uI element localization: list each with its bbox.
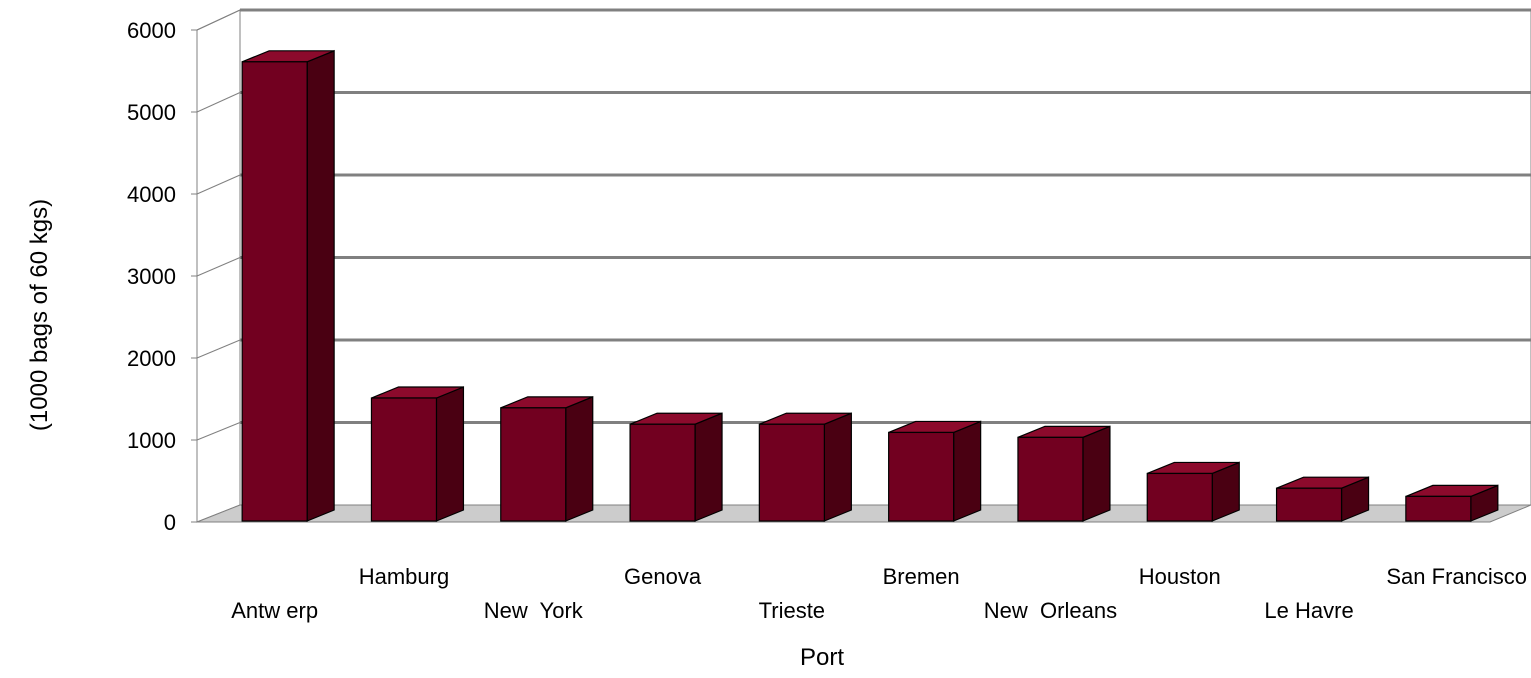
y-tick-label: 2000 [127, 346, 176, 371]
y-axis-ticks: 0 1000 2000 3000 4000 5000 6000 [127, 18, 197, 535]
x-tick-label: San Francisco [1386, 564, 1527, 589]
bars [241, 49, 1499, 522]
side-wall [196, 9, 241, 523]
x-tick-label: Bremen [883, 564, 960, 589]
y-axis-title: (1000 bags of 60 kgs) [26, 199, 53, 431]
x-axis-labels: Antw erp Hamburg New York Genova Trieste Brem… [231, 564, 1527, 623]
bar-front [629, 423, 696, 522]
x-tick-label: Hamburg [359, 564, 449, 589]
bar-side [565, 395, 594, 522]
bar-front [1275, 487, 1343, 522]
gridline-side [196, 257, 241, 277]
bar-front [758, 423, 825, 522]
y-tick-label: 3000 [127, 264, 176, 289]
bar-side [953, 420, 982, 522]
bar [500, 395, 594, 522]
bar [758, 412, 852, 522]
bar-side [306, 49, 335, 522]
gridline-side [196, 92, 241, 113]
gridline-side [196, 339, 241, 359]
bar-side [1082, 425, 1111, 522]
bar [241, 49, 335, 522]
bar-front [1017, 436, 1084, 522]
y-tick-label: 6000 [127, 18, 176, 43]
x-tick-label: New Orleans [984, 598, 1117, 623]
gridline-side [196, 174, 241, 195]
bar [1146, 461, 1240, 522]
bar-side [435, 386, 465, 522]
bar-side [823, 412, 852, 522]
gridlines [196, 8, 1531, 441]
bar-front [888, 431, 955, 522]
x-tick-label: Genova [624, 564, 702, 589]
bar-side [694, 412, 723, 522]
bar [629, 412, 723, 522]
x-tick-label: Antw erp [231, 598, 318, 623]
bar-front [370, 397, 438, 522]
x-tick-label: Houston [1139, 564, 1221, 589]
gridline-side [196, 9, 241, 31]
bar-front [1146, 472, 1213, 522]
x-tick-label: Trieste [759, 598, 825, 623]
bar [1275, 476, 1370, 522]
y-tick-label: 1000 [127, 428, 176, 453]
x-tick-label: New York [484, 598, 584, 623]
gridline-side [196, 422, 241, 441]
x-tick-label: Le Havre [1264, 598, 1353, 623]
x-axis-title: Port [800, 644, 844, 671]
bar [1017, 425, 1111, 522]
bar-front [1405, 495, 1472, 522]
bar-front [241, 61, 308, 522]
y-tick-label: 0 [164, 510, 176, 535]
bar [370, 386, 465, 522]
bar [888, 420, 982, 522]
y-tick-label: 4000 [127, 182, 176, 207]
bar [1405, 484, 1499, 522]
bar-front [500, 407, 567, 522]
y-tick-label: 5000 [127, 100, 176, 125]
